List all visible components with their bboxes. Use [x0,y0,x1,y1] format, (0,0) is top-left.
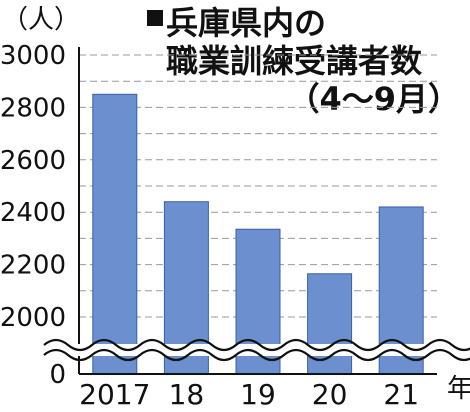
axis-break-line [43,338,470,352]
axes [78,47,437,375]
chart-title-line-1: 兵庫県内の [166,4,326,42]
y-tick-label: 3000 [0,41,66,71]
x-tick-labels: 2017 18 19 20 21 [79,378,419,411]
y-tick-label: 2400 [0,198,66,228]
bars [92,93,424,375]
gridlines [79,54,437,318]
chart-title-line-3: （4～9月） [287,80,460,118]
y-tick-label: 2200 [0,251,66,281]
bar-2017 [92,93,138,375]
x-tick-label: 19 [240,378,276,411]
y-tick-label: 2600 [0,146,66,176]
title-bullet-square [147,10,163,26]
y-tick-label: 0 [49,360,66,390]
y-tick-labels: 0 2000 2200 2400 2600 2800 3000 [0,41,66,390]
x-tick-label: 20 [312,378,348,411]
y-axis-unit-label: （人） [2,5,80,35]
y-tick-label: 2800 [0,93,66,123]
axis-break-marker [43,338,470,362]
x-axis-unit-label: 年 [447,374,470,404]
y-tick-label: 2000 [0,303,66,333]
x-tick-label: 21 [383,378,419,411]
axis-break-line [43,348,470,362]
x-tick-label: 18 [169,378,205,411]
chart-title-line-2: 職業訓練受講者数 [166,42,423,80]
x-tick-label: 2017 [79,378,150,411]
